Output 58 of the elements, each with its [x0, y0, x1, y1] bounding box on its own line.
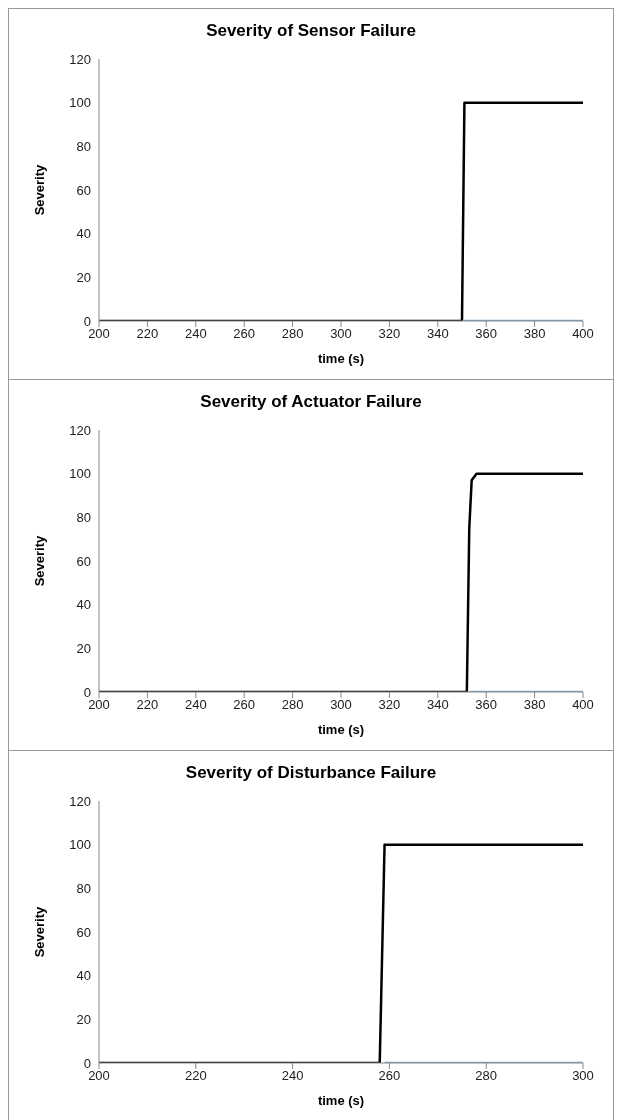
- x-tick-label: 360: [475, 326, 498, 342]
- x-tick-label: 220: [136, 697, 159, 713]
- y-tick-label: 60: [76, 553, 91, 569]
- chart-title: Severity of Sensor Failure: [205, 20, 417, 42]
- y-tick-label: 40: [76, 226, 91, 242]
- x-axis-title: time (s): [317, 1093, 365, 1108]
- x-tick-label: 340: [426, 326, 449, 342]
- x-tick-label: 200: [88, 326, 110, 342]
- y-tick-label: 20: [76, 1011, 91, 1027]
- chart-title: Severity of Actuator Failure: [199, 391, 423, 413]
- x-tick-label: 300: [330, 697, 352, 713]
- x-tick-label: 240: [184, 697, 207, 713]
- x-axis-title: time (s): [317, 722, 365, 737]
- x-tick-label: 220: [184, 1068, 207, 1084]
- x-tick-label: 380: [523, 326, 546, 342]
- y-axis-title: Severity: [31, 534, 47, 587]
- x-tick-label: 280: [281, 326, 304, 342]
- x-tick-label: 260: [233, 326, 256, 342]
- y-tick-label: 20: [76, 640, 91, 656]
- x-tick-label: 260: [378, 1068, 401, 1084]
- y-tick-label: 40: [76, 968, 91, 984]
- y-tick-label: 100: [69, 466, 91, 482]
- y-axis-title: Severity: [31, 163, 47, 216]
- y-tick-label: 20: [76, 269, 91, 285]
- x-tick-label: 300: [572, 1068, 594, 1084]
- x-tick-label: 280: [281, 697, 304, 713]
- x-tick-label: 380: [523, 697, 546, 713]
- y-tick-label: 0: [83, 1055, 91, 1071]
- x-tick-label: 240: [184, 326, 207, 342]
- x-tick-label: 320: [378, 326, 401, 342]
- y-tick-label: 80: [76, 509, 91, 525]
- x-tick-label: 320: [378, 697, 401, 713]
- y-tick-label: 40: [76, 597, 91, 613]
- x-tick-label: 220: [136, 326, 159, 342]
- x-tick-label: 360: [475, 697, 498, 713]
- x-tick-label: 200: [88, 697, 110, 713]
- y-tick-label: 120: [69, 51, 91, 67]
- x-tick-label: 340: [426, 697, 449, 713]
- x-tick-label: 240: [281, 1068, 304, 1084]
- x-tick-label: 400: [572, 697, 594, 713]
- y-tick-label: 100: [69, 95, 91, 111]
- y-tick-label: 120: [69, 793, 91, 809]
- y-tick-label: 60: [76, 182, 91, 198]
- x-axis-title: time (s): [317, 351, 365, 366]
- y-tick-label: 100: [69, 837, 91, 853]
- x-tick-label: 200: [88, 1068, 110, 1084]
- chart-title: Severity of Disturbance Failure: [184, 762, 438, 784]
- y-tick-label: 0: [83, 684, 91, 700]
- x-tick-label: 280: [475, 1068, 498, 1084]
- y-axis-title: Severity: [31, 905, 47, 958]
- y-tick-label: 120: [69, 422, 91, 438]
- y-tick-label: 80: [76, 880, 91, 896]
- x-tick-label: 260: [233, 697, 256, 713]
- y-tick-label: 80: [76, 138, 91, 154]
- x-tick-label: 400: [572, 326, 594, 342]
- y-tick-label: 0: [83, 313, 91, 329]
- x-tick-label: 300: [330, 326, 352, 342]
- y-tick-label: 60: [76, 924, 91, 940]
